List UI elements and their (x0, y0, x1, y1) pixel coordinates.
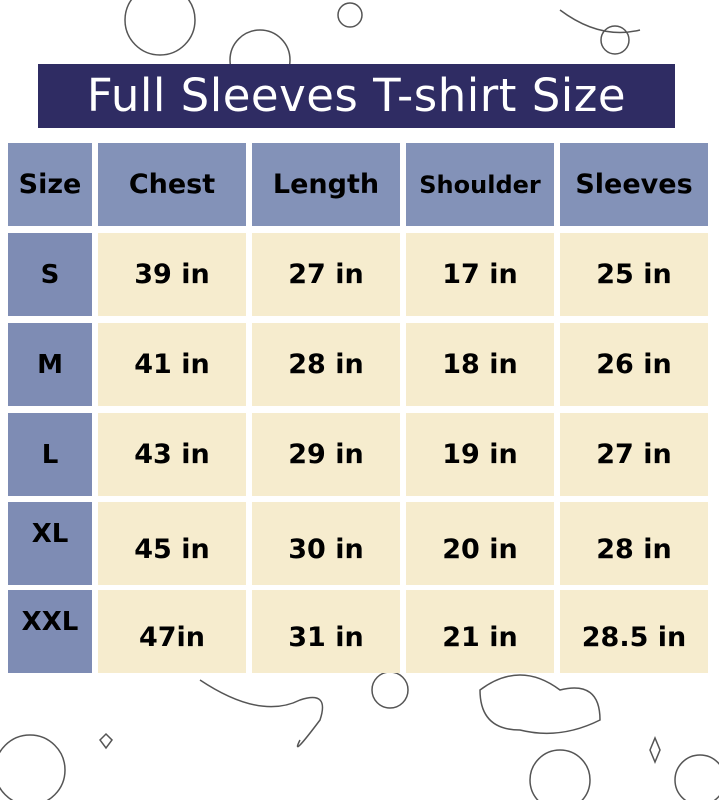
cell-chest: 47in (98, 590, 246, 673)
cell-chest: 43 in (98, 413, 246, 496)
cell-length: 29 in (252, 413, 400, 496)
cell-length: 31 in (252, 590, 400, 673)
cell-chest: 41 in (98, 323, 246, 406)
header-chest: Chest (98, 143, 246, 226)
cell-shoulder: 21 in (406, 590, 554, 673)
cell-shoulder: 20 in (406, 502, 554, 585)
size-label: L (8, 413, 92, 496)
cell-shoulder: 17 in (406, 233, 554, 316)
cell-sleeves: 28.5 in (560, 590, 708, 673)
size-label: XXL (8, 590, 92, 673)
header-size: Size (8, 143, 92, 226)
cell-chest: 39 in (98, 233, 246, 316)
page-title: Full Sleeves T-shirt Size (38, 64, 675, 128)
cell-sleeves: 26 in (560, 323, 708, 406)
header-shoulder: Shoulder (406, 143, 554, 226)
cell-sleeves: 25 in (560, 233, 708, 316)
size-label: S (8, 233, 92, 316)
cell-length: 28 in (252, 323, 400, 406)
cell-length: 30 in (252, 502, 400, 585)
cell-sleeves: 27 in (560, 413, 708, 496)
cell-shoulder: 19 in (406, 413, 554, 496)
cell-length: 27 in (252, 233, 400, 316)
size-label: M (8, 323, 92, 406)
cell-shoulder: 18 in (406, 323, 554, 406)
header-length: Length (252, 143, 400, 226)
size-label: XL (8, 502, 92, 585)
cell-sleeves: 28 in (560, 502, 708, 585)
cell-chest: 45 in (98, 502, 246, 585)
header-sleeves: Sleeves (560, 143, 708, 226)
